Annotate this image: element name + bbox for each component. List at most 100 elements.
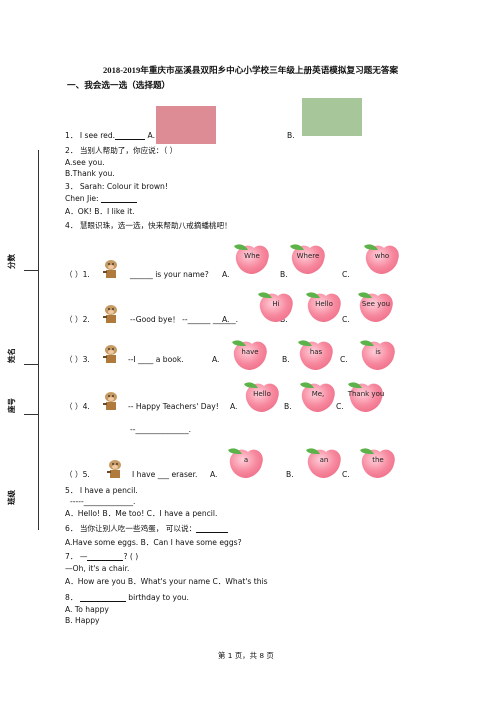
q4-row-option-a[interactable]: A. bbox=[210, 470, 218, 479]
q4-row-sentence: -- Happy Teachers' Day! bbox=[128, 402, 219, 411]
q4-row-sentence: --Good bye！ --______ ______. bbox=[130, 315, 239, 324]
q5-stem: 5． I have a pencil. bbox=[65, 486, 138, 495]
peach-label: Where bbox=[296, 252, 320, 260]
q4-row-paren[interactable]: （ ）1. bbox=[65, 270, 90, 279]
name-fill-line bbox=[24, 364, 38, 365]
pigsy-character-icon bbox=[103, 305, 117, 323]
peach-label: Whe bbox=[244, 252, 260, 260]
q4-row-option-b[interactable]: B. bbox=[280, 315, 288, 324]
q3-speaker: Chen Jie: bbox=[65, 194, 99, 203]
q4-row-option-c[interactable]: C. bbox=[342, 315, 350, 324]
peach-label: an bbox=[319, 456, 329, 464]
q2-option-b[interactable]: B.Thank you. bbox=[65, 169, 115, 178]
q3-line2: Chen Jie: bbox=[65, 194, 138, 203]
q4-row-paren[interactable]: （ ）3. bbox=[65, 355, 90, 364]
q1-stem: 1． I see red. A. bbox=[65, 131, 155, 140]
q4-row-paren[interactable]: （ ）5. bbox=[65, 470, 90, 479]
q4-row-option-c[interactable]: C. bbox=[340, 355, 348, 364]
q7-blank[interactable] bbox=[87, 560, 124, 561]
q8-option-b[interactable]: B. Happy bbox=[65, 616, 100, 625]
q1-green-swatch bbox=[302, 98, 362, 136]
q3-stem: 3． Sarah: Colour it brown! bbox=[65, 182, 168, 191]
peach-label: has bbox=[309, 348, 323, 356]
peach-label: who bbox=[374, 252, 390, 260]
q4-row-sentence: --I ____ a book. bbox=[128, 355, 184, 364]
q4-row-sentence: ______ is your name? bbox=[130, 270, 209, 279]
peach-icon[interactable] bbox=[354, 288, 398, 324]
pigsy-character-icon bbox=[103, 260, 117, 278]
sidebar-score-label: 分数 bbox=[7, 254, 16, 269]
q6-options[interactable]: A.Have some eggs. B．Can I have some eggs… bbox=[65, 538, 242, 547]
sidebar-class-label: 班级 bbox=[7, 490, 16, 505]
peach-label: Thank you bbox=[347, 390, 385, 398]
q1-option-b[interactable]: B. bbox=[287, 131, 295, 140]
score-fill-line bbox=[24, 270, 38, 271]
q1-option-a[interactable]: A. bbox=[147, 131, 155, 140]
peach-icon[interactable] bbox=[360, 240, 404, 276]
peach-icon[interactable] bbox=[240, 378, 284, 414]
peach-icon[interactable] bbox=[356, 444, 400, 480]
q4-row-option-b[interactable]: B. bbox=[280, 270, 288, 279]
peach-icon[interactable] bbox=[254, 288, 298, 324]
q8-blank[interactable] bbox=[79, 601, 126, 602]
peach-icon[interactable] bbox=[230, 240, 274, 276]
q4-row-paren[interactable]: （ ）4. bbox=[65, 402, 90, 411]
sidebar-name-label: 姓名 bbox=[7, 348, 16, 363]
q6-blank[interactable] bbox=[196, 532, 229, 533]
q7-stem: 7． — ? ( ) bbox=[65, 552, 138, 561]
peach-icon[interactable] bbox=[294, 336, 338, 372]
peach-label: Hello bbox=[253, 390, 271, 398]
peach-icon[interactable] bbox=[344, 378, 388, 414]
q3-blank[interactable] bbox=[101, 202, 138, 203]
peach-label: See you bbox=[361, 300, 391, 308]
section-heading: 一、我会选一选（选择题） bbox=[67, 81, 171, 91]
q8-text: birthday to you. bbox=[128, 593, 189, 602]
peach-icon[interactable] bbox=[286, 240, 330, 276]
sidebar-seat-label: 座号 bbox=[7, 398, 16, 413]
q4-row-option-c[interactable]: C. bbox=[342, 270, 350, 279]
q4-row-option-a[interactable]: A. bbox=[212, 355, 220, 364]
peach-icon[interactable] bbox=[228, 336, 272, 372]
q4-row-option-a[interactable]: A. bbox=[222, 315, 230, 324]
q4-row-option-a[interactable]: A. bbox=[222, 270, 230, 279]
q2-option-a[interactable]: A.see you. bbox=[65, 158, 105, 167]
peach-label: Hi bbox=[272, 300, 280, 308]
q7-options[interactable]: A．How are you B．What's your name C．What'… bbox=[65, 577, 268, 586]
pigsy-character-icon bbox=[103, 392, 117, 410]
q4-row-reply[interactable]: --______________. bbox=[130, 425, 192, 434]
q7-prefix: 7． — bbox=[65, 552, 88, 561]
binding-line bbox=[38, 150, 39, 530]
peach-label: have bbox=[241, 348, 259, 356]
q4-row-option-a[interactable]: A. bbox=[230, 402, 238, 411]
peach-label: Me, bbox=[311, 390, 325, 398]
q4-row-option-c[interactable]: C. bbox=[336, 402, 344, 411]
peach-icon[interactable] bbox=[356, 336, 400, 372]
q4-stem: 4． 慧眼识珠，选一选，快来帮助八戒摘蟠桃吧！ bbox=[65, 221, 232, 230]
q4-row-option-b[interactable]: B. bbox=[286, 470, 294, 479]
pigsy-character-icon bbox=[103, 345, 117, 363]
q1-number: 1． bbox=[65, 131, 78, 140]
q8-option-a[interactable]: A. To happy bbox=[65, 605, 109, 614]
peach-icon[interactable] bbox=[302, 444, 346, 480]
document-title: 2018-2019年重庆市巫溪县双阳乡中心小学校三年级上册英语模拟复习题无答案 bbox=[103, 65, 399, 75]
q2-stem: 2． 当别人帮助了，你应说：（ ） bbox=[65, 146, 178, 155]
q1-red-swatch bbox=[156, 106, 216, 144]
peach-label: is bbox=[375, 348, 381, 356]
q5-answer-line[interactable]: -----_____________. bbox=[70, 497, 136, 506]
q4-row-option-b[interactable]: B. bbox=[282, 355, 290, 364]
peach-icon[interactable] bbox=[224, 444, 268, 480]
q4-row-paren[interactable]: （ ）2. bbox=[65, 315, 90, 324]
q7-suffix: ? ( ) bbox=[123, 552, 139, 561]
q8-stem: 8． birthday to you. bbox=[65, 593, 189, 602]
peach-icon[interactable] bbox=[296, 378, 340, 414]
peach-icon[interactable] bbox=[302, 288, 346, 324]
pigsy-character-icon bbox=[107, 460, 121, 478]
page-footer: 第 1 页，共 8 页 bbox=[218, 651, 274, 660]
q3-options[interactable]: A．OK! B．I like it. bbox=[65, 207, 135, 216]
q1-blank[interactable] bbox=[115, 139, 146, 140]
q4-row-option-b[interactable]: B. bbox=[284, 402, 292, 411]
q4-row-option-c[interactable]: C. bbox=[342, 470, 350, 479]
q8-number: 8． bbox=[65, 593, 78, 602]
peach-label: Hello bbox=[315, 300, 333, 308]
q5-options[interactable]: A．Hello! B．Me too! C．I have a pencil. bbox=[65, 509, 218, 518]
